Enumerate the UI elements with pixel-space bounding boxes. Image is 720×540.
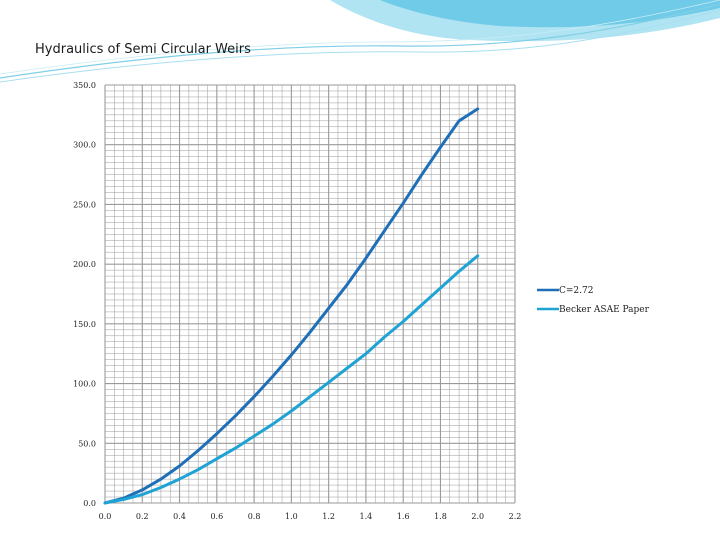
y-tick-label: 0.0	[83, 499, 96, 508]
x-tick-label: 1.4	[360, 512, 373, 521]
series-line-1	[103, 107, 480, 505]
x-tick-label: 0.6	[210, 512, 223, 521]
y-axis-tick-labels: 0.0 50.0 100.0 150.0 200.0 250.0 300.0 350.0	[73, 81, 96, 508]
x-axis-tick-labels: 0.0 0.2 0.4 0.6 0.8 1.0 1.2 1.4 1.6 1.8 2.0 2.2	[99, 512, 522, 521]
x-tick-label: 0.4	[173, 512, 186, 521]
x-tick-label: 2.0	[471, 512, 484, 521]
x-tick-label: 1.2	[322, 512, 335, 521]
legend: C=2.72 Becker ASAE Paper	[537, 286, 650, 315]
x-tick-label: 0.2	[136, 512, 149, 521]
x-tick-label: 1.0	[285, 512, 298, 521]
y-tick-label: 100.0	[73, 380, 96, 389]
minor-grid	[105, 85, 515, 503]
header-wave-decoration	[0, 0, 720, 83]
x-tick-label: 0.8	[248, 512, 261, 521]
major-grid	[104, 84, 516, 504]
legend-entry: C=2.72	[559, 286, 593, 296]
y-tick-label: 250.0	[73, 200, 96, 209]
series-lines	[103, 107, 480, 505]
y-tick-label: 150.0	[73, 320, 96, 329]
y-tick-label: 200.0	[73, 260, 96, 269]
x-tick-label: 0.0	[99, 512, 112, 521]
slide-title: Hydraulics of Semi Circular Weirs	[35, 42, 251, 57]
series-line-2	[103, 254, 480, 505]
x-tick-label: 2.2	[509, 512, 522, 521]
y-tick-label: 350.0	[73, 81, 96, 90]
y-tick-label: 300.0	[73, 141, 96, 150]
x-tick-label: 1.8	[434, 512, 447, 521]
x-tick-label: 1.6	[397, 512, 410, 521]
y-tick-label: 50.0	[78, 439, 96, 448]
legend-entry: Becker ASAE Paper	[559, 305, 650, 315]
